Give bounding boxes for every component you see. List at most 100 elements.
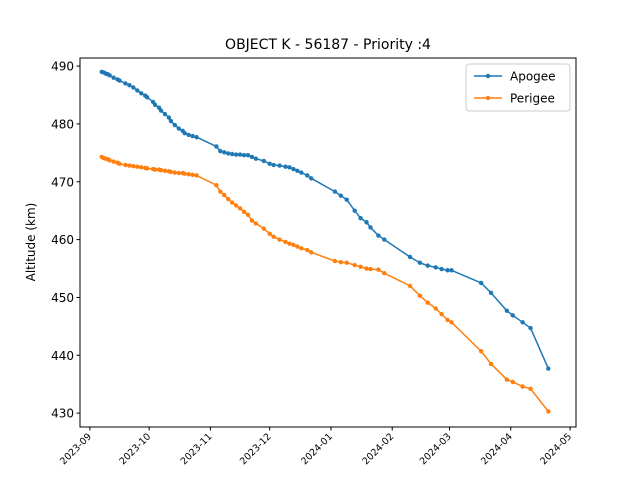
data-point-apogee: [449, 268, 454, 273]
data-point-perigee: [332, 258, 338, 264]
y-tick-label: 470: [51, 175, 74, 189]
data-point-apogee: [364, 220, 369, 225]
data-point-apogee: [117, 78, 122, 83]
data-point-apogee: [135, 88, 140, 93]
data-point-perigee: [131, 163, 136, 169]
data-point-apogee: [249, 154, 255, 160]
data-point-perigee: [445, 317, 450, 323]
data-point-apogee: [299, 170, 304, 175]
data-point-apogee: [218, 148, 223, 154]
data-point-perigee: [237, 206, 243, 211]
y-tick-label: 440: [51, 349, 74, 363]
data-point-apogee: [376, 233, 381, 238]
data-point-perigee: [417, 293, 423, 298]
data-point-perigee: [144, 166, 150, 171]
data-point-apogee: [144, 95, 150, 100]
data-point-apogee: [520, 320, 525, 325]
data-point-perigee: [287, 241, 292, 246]
legend: Apogee Perigee: [465, 63, 571, 112]
data-point-perigee: [295, 244, 300, 249]
data-point-apogee: [382, 237, 387, 242]
data-point-perigee: [433, 306, 438, 311]
y-tick-label: 460: [51, 233, 74, 247]
data-point-perigee: [425, 300, 430, 305]
data-point-apogee: [233, 152, 239, 157]
data-point-perigee: [182, 171, 187, 176]
y-tick-label: 490: [51, 60, 74, 74]
data-point-apogee: [176, 126, 181, 131]
data-point-apogee: [237, 152, 243, 157]
data-point-perigee: [152, 167, 158, 172]
data-point-perigee: [218, 189, 223, 194]
y-axis-label: Altitude (km): [24, 203, 38, 282]
data-point-apogee: [267, 161, 272, 167]
data-point-perigee: [249, 218, 255, 223]
data-point-perigee: [338, 259, 344, 265]
plot-area: [99, 69, 551, 414]
data-point-perigee: [176, 170, 181, 176]
data-point-apogee: [107, 73, 112, 78]
data-point-perigee: [158, 168, 164, 173]
data-point-perigee: [283, 239, 288, 245]
data-point-apogee: [261, 158, 266, 164]
data-point-perigee: [407, 283, 413, 289]
data-point-perigee: [364, 266, 369, 271]
data-point-apogee: [214, 144, 219, 149]
data-point-perigee: [229, 200, 235, 205]
data-point-apogee: [182, 130, 187, 136]
data-point-apogee: [139, 91, 144, 96]
data-point-perigee: [241, 209, 247, 215]
y-tick-label: 480: [51, 117, 74, 131]
data-point-perigee: [253, 221, 259, 226]
data-point-perigee: [226, 196, 231, 202]
x-tick-label: 2023-11: [179, 431, 215, 467]
data-point-apogee: [445, 268, 450, 273]
data-point-apogee: [291, 166, 296, 172]
data-point-apogee: [271, 162, 276, 168]
data-point-perigee: [267, 231, 272, 237]
data-point-apogee: [194, 135, 199, 140]
data-point-apogee: [478, 280, 484, 286]
data-point-perigee: [172, 170, 178, 175]
data-point-perigee: [291, 242, 296, 248]
data-point-perigee: [510, 379, 515, 385]
data-point-perigee: [488, 361, 494, 367]
x-axis: 2023-09 2023-10 2023-11 2023-12 2024-01 2024-…: [58, 427, 574, 467]
data-point-perigee: [117, 161, 122, 167]
x-tick-label: 2024-02: [360, 431, 396, 467]
data-point-perigee: [449, 320, 454, 325]
data-point-perigee: [309, 250, 314, 255]
data-point-perigee: [520, 384, 525, 389]
data-point-perigee: [305, 247, 310, 253]
data-point-apogee: [546, 366, 551, 371]
data-point-apogee: [111, 75, 116, 80]
data-point-apogee: [166, 115, 172, 120]
data-point-perigee: [127, 163, 132, 168]
data-point-perigee: [344, 260, 349, 265]
data-point-apogee: [172, 122, 178, 128]
legend-label-perigee: Perigee: [510, 92, 555, 106]
data-point-apogee: [504, 308, 510, 313]
x-tick-label: 2023-09: [58, 431, 94, 467]
data-point-perigee: [358, 264, 363, 269]
x-tick-label: 2023-10: [117, 431, 153, 467]
data-point-apogee: [226, 151, 231, 156]
data-point-apogee: [277, 163, 282, 168]
data-point-perigee: [478, 349, 484, 354]
data-point-apogee: [358, 216, 363, 221]
data-point-apogee: [186, 132, 191, 138]
data-point-apogee: [131, 85, 136, 90]
data-point-perigee: [233, 203, 239, 208]
x-tick-label: 2023-12: [238, 431, 274, 467]
data-point-perigee: [245, 212, 251, 217]
data-point-perigee: [214, 183, 219, 188]
data-point-apogee: [407, 254, 413, 260]
data-point-perigee: [368, 266, 373, 272]
data-point-apogee: [241, 152, 247, 158]
data-point-apogee: [127, 82, 132, 88]
data-point-perigee: [190, 172, 195, 178]
data-point-perigee: [352, 262, 357, 268]
data-point-apogee: [190, 133, 195, 139]
data-point-apogee: [368, 225, 373, 230]
